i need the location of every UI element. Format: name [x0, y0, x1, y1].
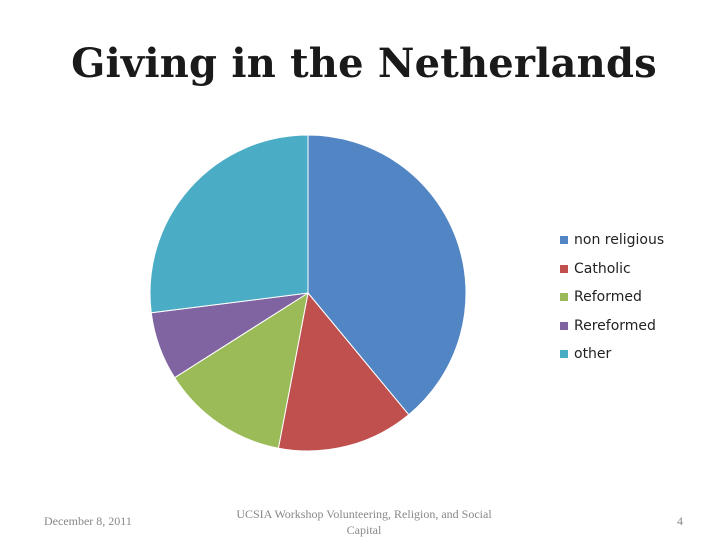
- legend-item-non-religious: non religious: [560, 226, 664, 255]
- legend-swatch: [560, 350, 568, 359]
- legend-swatch: [560, 264, 568, 273]
- chart-legend: non religious Catholic Reformed Rereformed o…: [560, 226, 664, 369]
- pie-slice-other: [149, 134, 309, 314]
- legend-swatch: [560, 321, 568, 330]
- legend-label: other: [574, 346, 612, 363]
- pie-slice-reformed: [173, 291, 309, 449]
- legend-item-rereformed: Rereformed: [560, 312, 664, 341]
- footer-date: December 8, 2011: [44, 514, 132, 528]
- legend-item-catholic: Catholic: [560, 255, 664, 284]
- legend-label: Catholic: [574, 260, 631, 277]
- slide-title: Giving in the Netherlands: [71, 40, 657, 87]
- legend-swatch: [560, 236, 568, 245]
- legend-item-reformed: Reformed: [560, 283, 664, 312]
- legend-item-other: other: [560, 340, 664, 369]
- legend-swatch: [560, 293, 568, 302]
- legend-label: non religious: [574, 232, 665, 249]
- pie-slice-non-religious: [307, 134, 467, 416]
- pie-slice-catholic: [277, 291, 410, 452]
- legend-label: Reformed: [574, 289, 642, 306]
- page-number: 4: [677, 514, 683, 528]
- footer-center-text: UCSIA Workshop Volunteering, Religion, a…: [236, 507, 492, 537]
- legend-label: Rereformed: [574, 317, 656, 334]
